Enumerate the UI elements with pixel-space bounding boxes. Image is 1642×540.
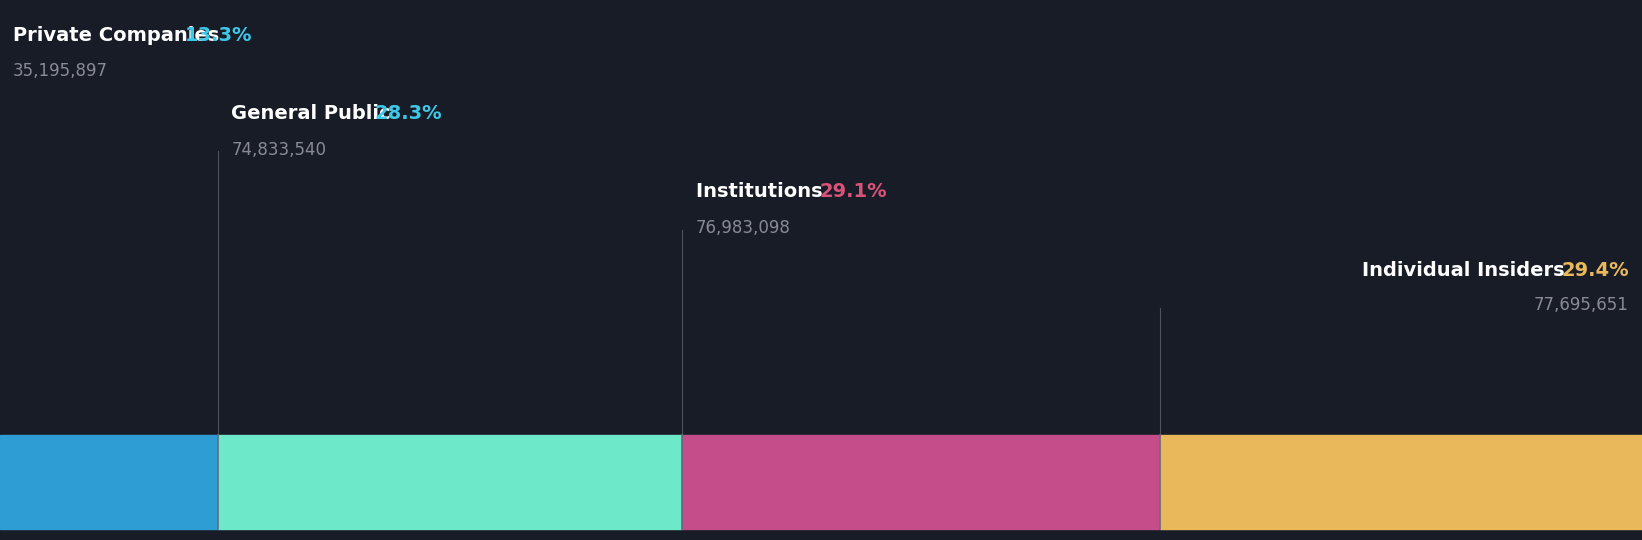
Bar <box>218 435 683 529</box>
Text: 28.3%: 28.3% <box>374 104 442 123</box>
Text: Individual Insiders: Individual Insiders <box>1363 260 1571 280</box>
Text: General Public: General Public <box>232 104 397 123</box>
Bar <box>0 435 218 529</box>
Text: 77,695,651: 77,695,651 <box>1534 296 1629 314</box>
Text: 74,833,540: 74,833,540 <box>232 140 327 159</box>
Bar <box>1159 435 1642 529</box>
Text: 29.1%: 29.1% <box>819 182 887 201</box>
Text: 29.4%: 29.4% <box>1562 260 1629 280</box>
Text: 35,195,897: 35,195,897 <box>13 62 108 80</box>
Text: Private Companies: Private Companies <box>13 25 227 45</box>
Text: 13.3%: 13.3% <box>184 25 253 45</box>
Text: 76,983,098: 76,983,098 <box>696 219 790 237</box>
Text: Institutions: Institutions <box>696 182 829 201</box>
Bar <box>683 435 1159 529</box>
